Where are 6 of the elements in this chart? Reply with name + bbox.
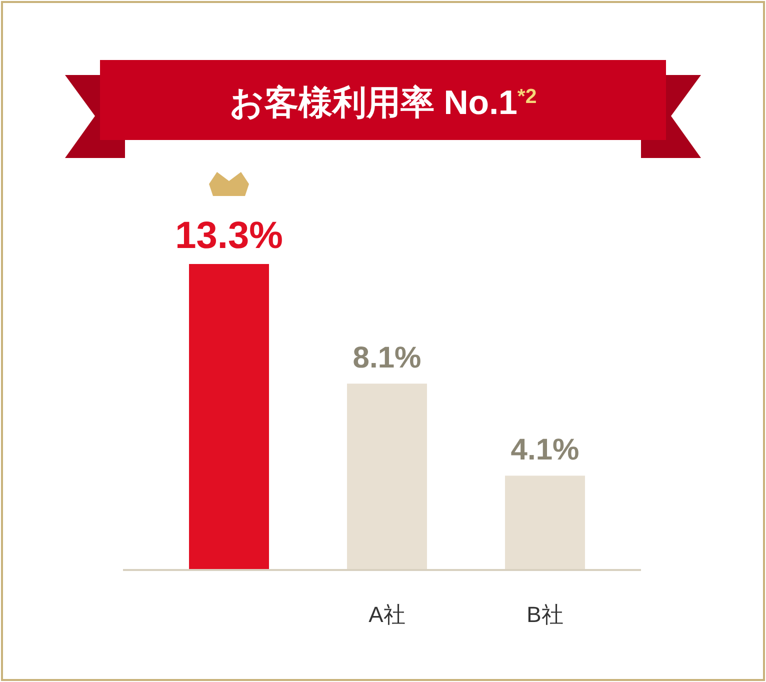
x-tick-label: B社 <box>526 602 564 627</box>
data-label: 4.1% <box>510 434 580 467</box>
chart-title: お客様利用率 No.1$^{*2}$ <box>229 84 537 122</box>
data-label: 8.1% <box>352 342 422 375</box>
x-tick-label: A社 <box>368 602 406 627</box>
data-label: 13.3% <box>175 215 283 257</box>
